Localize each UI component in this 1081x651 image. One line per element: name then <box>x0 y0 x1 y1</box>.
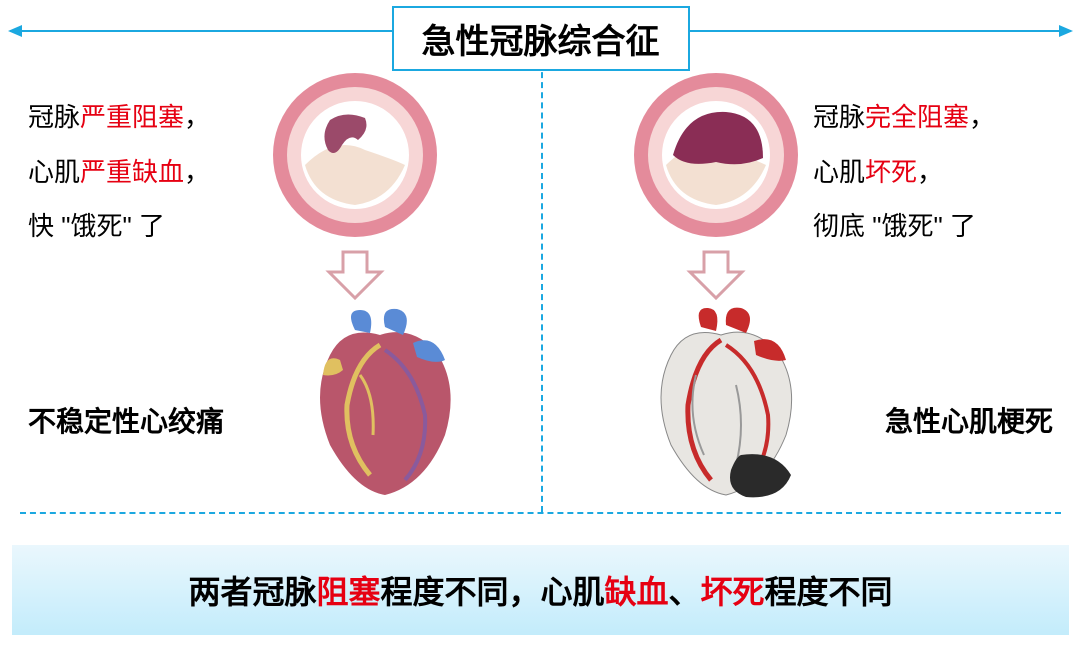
footer-summary: 两者冠脉阻塞程度不同，心肌缺血、坏死程度不同 <box>12 545 1069 635</box>
horizontal-divider <box>20 512 1061 514</box>
t-hl: 阻塞 <box>316 574 380 610</box>
t: 两者冠脉 <box>188 574 316 610</box>
left-diagnosis: 不稳定性心绞痛 <box>28 400 224 440</box>
heart-infarct-icon <box>626 305 816 505</box>
page-title: 急性冠脉综合征 <box>392 6 690 71</box>
t: 冠脉 <box>28 102 80 132</box>
down-arrow-icon <box>325 250 385 300</box>
t: ， <box>917 157 943 187</box>
t-hl: 坏死 <box>701 574 765 610</box>
t: 心肌 <box>813 157 865 187</box>
t: 冠脉 <box>813 102 865 132</box>
t-hl: 坏死 <box>865 157 917 187</box>
t: 程度不同 <box>765 574 893 610</box>
artery-partial-icon <box>270 70 440 240</box>
t: ， <box>184 102 210 132</box>
right-description: 冠脉完全阻塞， 心肌坏死， 彻底 "饿死" 了 <box>813 90 1053 254</box>
t: 、 <box>669 574 701 610</box>
t-hl: 严重阻塞 <box>80 102 184 132</box>
t: 彻底 "饿死" 了 <box>813 211 976 241</box>
t-hl: 缺血 <box>604 574 668 610</box>
t-hl: 严重缺血 <box>80 157 184 187</box>
left-description: 冠脉严重阻塞， 心肌严重缺血， 快 "饿死" 了 <box>28 90 210 254</box>
t: 程度不同，心肌 <box>380 574 604 610</box>
t: ， <box>969 102 995 132</box>
t-hl: 完全阻塞 <box>865 102 969 132</box>
t: ， <box>184 157 210 187</box>
left-panel: 冠脉严重阻塞， 心肌严重缺血， 快 "饿死" 了 不稳定性心绞痛 <box>10 70 530 510</box>
down-arrow-icon <box>686 250 746 300</box>
vertical-divider <box>541 62 543 512</box>
right-diagnosis: 急性心肌梗死 <box>885 400 1053 440</box>
t: 心肌 <box>28 157 80 187</box>
artery-full-icon <box>631 70 801 240</box>
t: 快 "饿死" 了 <box>28 211 165 241</box>
footer-text: 两者冠脉阻塞程度不同，心肌缺血、坏死程度不同 <box>188 567 892 613</box>
right-panel: 冠脉完全阻塞， 心肌坏死， 彻底 "饿死" 了 急性心肌梗死 <box>551 70 1071 510</box>
heart-healthy-icon <box>285 305 475 505</box>
